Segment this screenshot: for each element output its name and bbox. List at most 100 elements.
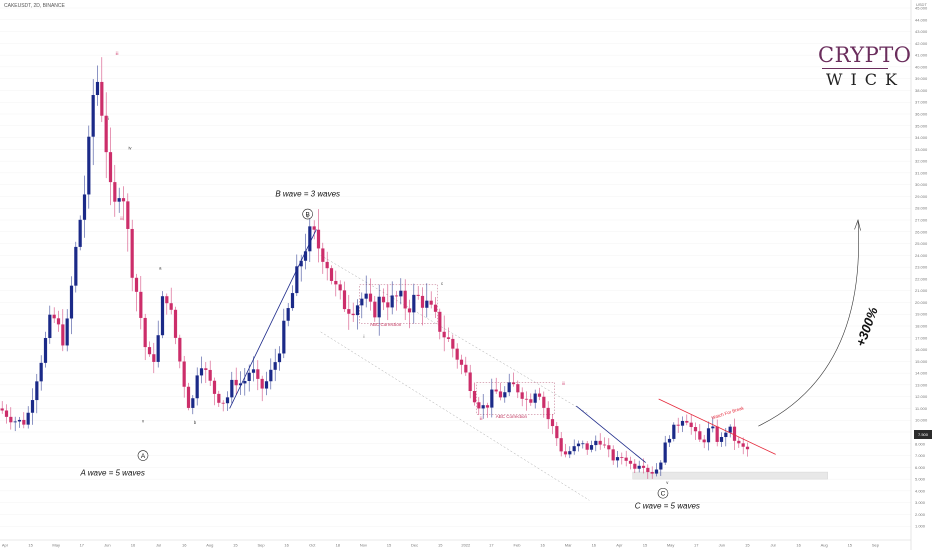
candle-body	[407, 308, 412, 313]
y-tick-label: 45.000	[915, 6, 928, 11]
candle-body	[65, 318, 69, 346]
candle-body	[204, 368, 208, 370]
candle-body	[234, 379, 238, 386]
y-tick-label: 10.000	[915, 418, 928, 423]
elliott-wave-label: v	[666, 480, 669, 485]
candle-body	[134, 277, 139, 292]
candle-body	[498, 391, 503, 398]
y-tick-label: 24.000	[915, 253, 928, 258]
candle-body	[386, 302, 390, 308]
candle-body	[13, 421, 17, 423]
y-tick-label: 37.000	[915, 100, 928, 105]
elliott-wave-label: i	[108, 116, 109, 121]
candle-body	[69, 285, 74, 319]
candle-body	[169, 303, 173, 310]
candle-body	[598, 440, 602, 445]
candle-body	[299, 260, 303, 267]
candle-body	[641, 465, 646, 468]
x-tick-label: 16	[182, 543, 187, 548]
candle-body	[516, 384, 520, 393]
candle-body	[152, 354, 156, 362]
wave-circle	[302, 208, 313, 220]
x-tick-label: 15	[643, 543, 648, 548]
candle-body	[507, 382, 511, 393]
candle-body	[347, 309, 351, 314]
candle-body	[264, 381, 269, 389]
elliott-wave-label: a	[159, 265, 162, 270]
candle-body	[260, 378, 264, 389]
candle-body	[620, 457, 624, 458]
candle-body	[381, 296, 386, 303]
candle-body	[108, 152, 113, 183]
x-tick-label: 15	[233, 543, 238, 548]
annotation-label: C wave = 5 waves	[635, 502, 700, 511]
candle-body	[312, 226, 316, 230]
logo-bottom-text: WICK	[826, 70, 905, 89]
candle-body	[633, 463, 637, 469]
y-tick-label: 5.000	[915, 477, 926, 482]
candle-body	[667, 438, 672, 443]
elliott-wave-label: v	[142, 419, 145, 424]
y-tick-label: 19.000	[915, 312, 928, 317]
candle-body	[533, 393, 537, 403]
x-tick-label: Jun	[719, 543, 725, 548]
candle-body	[698, 431, 702, 440]
candle-body	[442, 331, 446, 338]
x-tick-label: Jul	[156, 543, 161, 548]
wave-circle-label: A	[141, 453, 146, 460]
candle-body	[702, 439, 706, 443]
y-tick-label: 41.000	[915, 53, 928, 58]
candle-body	[706, 428, 711, 443]
candle-body	[251, 369, 256, 373]
candle-body	[503, 392, 507, 398]
candle-body	[360, 298, 364, 306]
x-tick-label: 18	[336, 543, 341, 548]
y-tick-label: 20.000	[915, 300, 928, 305]
candle-body	[451, 338, 455, 349]
candle-body	[78, 219, 82, 247]
y-tick-label: 18.000	[915, 324, 928, 329]
symbol-header: CAKEUSDT, 2D, BINANCE	[4, 3, 65, 9]
candle-body	[485, 405, 490, 408]
candle-body	[91, 95, 95, 137]
abc-box-1	[359, 284, 438, 324]
candle-body	[737, 440, 741, 444]
candle-body	[87, 136, 91, 195]
candle-body	[403, 290, 407, 309]
y-tick-label: 34.000	[915, 135, 928, 140]
candle-body	[104, 115, 108, 153]
candle-body	[186, 386, 191, 408]
candle-body	[494, 389, 498, 392]
y-tick-label: 12.000	[915, 394, 928, 399]
candle-body	[468, 372, 472, 392]
candle-body	[650, 472, 654, 474]
candle-body	[481, 405, 485, 409]
elliott-wave-label: iii	[480, 416, 483, 421]
candle-body	[30, 400, 35, 413]
candle-body	[325, 261, 329, 269]
current-price-badge: 7.500	[914, 430, 932, 439]
y-tick-label: 14.000	[915, 371, 928, 376]
candle-body	[416, 294, 420, 296]
x-tick-label: Feb	[514, 543, 522, 548]
trend-lines	[229, 218, 861, 463]
elliott-wave-label: b	[194, 420, 197, 425]
y-tick-label: 38.000	[915, 88, 928, 93]
candle-body	[724, 432, 728, 438]
candle-body	[637, 465, 641, 469]
candle-body	[56, 318, 61, 325]
candle-body	[581, 443, 585, 445]
candle-body	[277, 353, 282, 363]
elliott-wave-label: c	[307, 214, 309, 219]
y-tick-label: 42.000	[915, 41, 928, 46]
candle-body	[191, 398, 195, 408]
candle-body	[22, 419, 26, 425]
x-tick-label: 15	[438, 543, 443, 548]
y-tick-label: 3.000	[915, 500, 926, 505]
x-tick-label: Aug	[206, 543, 213, 548]
candle-body	[247, 372, 251, 381]
annotation-label: ABC Correction	[496, 414, 528, 419]
candle-body	[412, 294, 416, 313]
x-tick-label: 16	[592, 543, 597, 548]
candle-body	[308, 226, 312, 252]
